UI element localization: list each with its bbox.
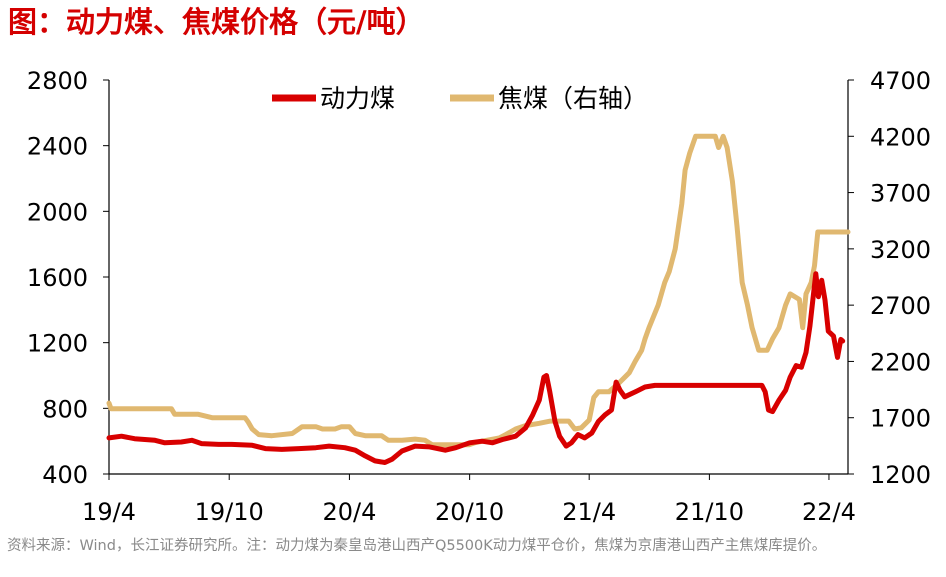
- x-axis-tick-label: 19/10: [195, 498, 264, 526]
- x-axis-tick-label: 19/4: [82, 498, 136, 526]
- series-lines: [106, 133, 851, 465]
- left-axis-tick-label: 800: [42, 395, 88, 423]
- series-line-coking-coal: [106, 133, 851, 448]
- right-axis-tick-label: 1700: [870, 405, 931, 433]
- right-axis-tick-label: 4700: [870, 67, 931, 95]
- x-axis-tick-label: 22/4: [802, 498, 856, 526]
- chart-title: 图：动力煤、焦煤价格（元/吨）: [8, 5, 425, 39]
- series-line-thermal-coal: [106, 271, 846, 465]
- x-axis-tick-label: 21/4: [562, 498, 616, 526]
- left-axis-tick-label: 2800: [27, 67, 88, 95]
- left-axis-tick-label: 1200: [27, 330, 88, 358]
- x-axis-tick-label: 20/10: [435, 498, 504, 526]
- right-axis-tick-label: 2700: [870, 292, 931, 320]
- left-axis-tick-label: 2000: [27, 198, 88, 226]
- right-axis-tick-label: 2200: [870, 348, 931, 376]
- x-axis-tick-label: 20/4: [322, 498, 376, 526]
- left-axis-tick-label: 2400: [27, 133, 88, 161]
- left-axis-tick-label: 1600: [27, 264, 88, 292]
- x-axis-tick-label: 21/10: [675, 498, 744, 526]
- right-axis-tick-label: 1200: [870, 461, 931, 489]
- right-axis-tick-label: 3700: [870, 180, 931, 208]
- right-axis-tick-label: 3200: [870, 236, 931, 264]
- right-axis-tick-label: 4200: [870, 123, 931, 151]
- source-note: 资料来源：Wind，长江证券研究所。注：动力煤为秦皇岛港山西产Q5500K动力煤…: [7, 538, 827, 554]
- legend: 动力煤 焦煤（右轴）: [272, 84, 648, 113]
- legend-item-thermal-coal-label: 动力煤: [320, 84, 395, 113]
- axes: 400 800 1200 1600 2000 2400 2800 1200 1700 2200 27…: [27, 67, 931, 526]
- legend-item-coking-coal-label: 焦煤（右轴）: [498, 84, 648, 113]
- left-axis-tick-label: 400: [42, 461, 88, 489]
